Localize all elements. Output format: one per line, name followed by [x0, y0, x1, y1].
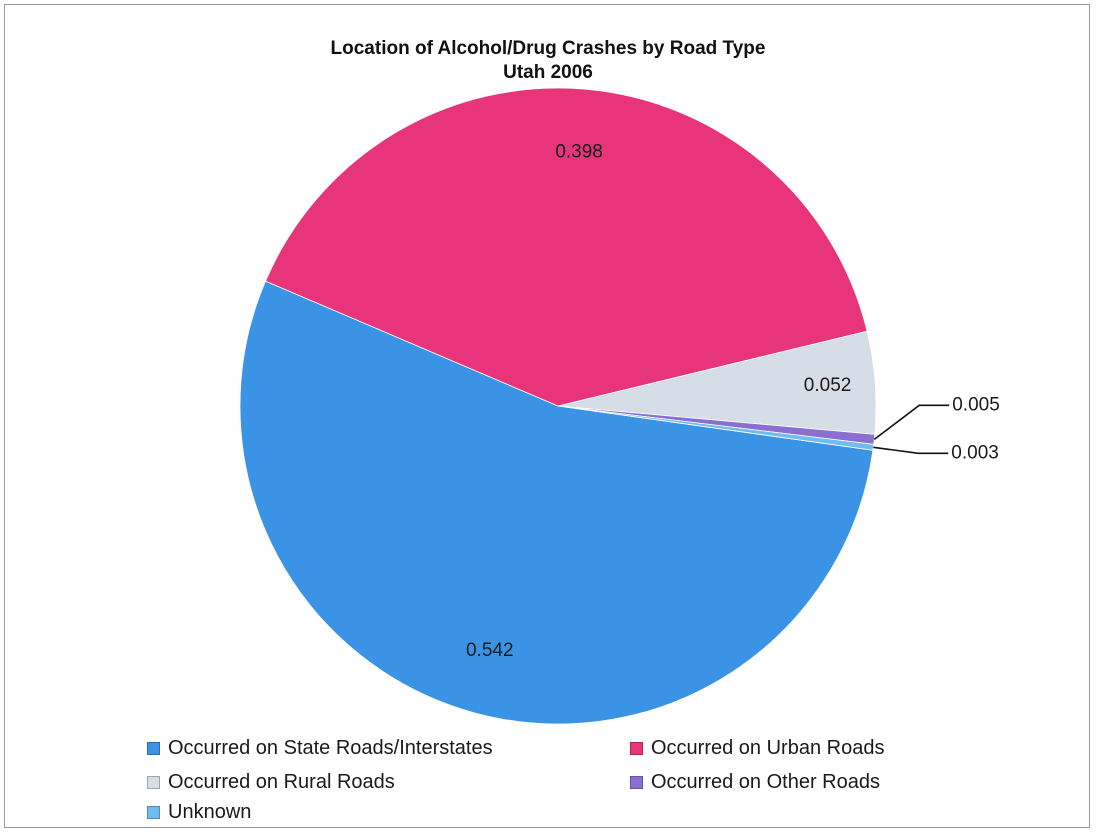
chart-subtitle: Utah 2006: [503, 62, 593, 83]
legend-item-other-roads[interactable]: Occurred on Other Roads: [630, 769, 880, 795]
legend: Occurred on State Roads/Interstates Occu…: [5, 5, 1091, 829]
legend-item-state-roads[interactable]: Occurred on State Roads/Interstates: [147, 735, 493, 761]
legend-label: Occurred on Rural Roads: [168, 770, 395, 793]
pie-slices: [239, 87, 877, 725]
legend-swatch: [147, 805, 160, 819]
legend-swatch: [630, 775, 643, 789]
legend-swatch: [147, 775, 160, 789]
legend-item-urban-roads[interactable]: Occurred on Urban Roads: [630, 735, 884, 761]
legend-label: Unknown: [168, 800, 252, 823]
legend-swatch: [630, 741, 643, 755]
legend-item-unknown[interactable]: Unknown: [147, 799, 251, 825]
leader-line-unknown: [873, 446, 949, 455]
leader-line-other-roads: [873, 404, 950, 440]
pie-slice-state-roads[interactable]: [239, 280, 874, 725]
data-label-rural-roads: 0.052: [804, 375, 852, 396]
pie-labels: 0.542 0.398 0.052 0.005 0.003: [466, 141, 1000, 661]
legend-label: Occurred on State Roads/Interstates: [168, 736, 493, 759]
chart-frame: Location of Alcohol/Drug Crashes by Road…: [4, 4, 1090, 828]
data-label-state-roads: 0.542: [466, 640, 514, 661]
legend-swatch: [147, 741, 160, 755]
legend-label: Occurred on Urban Roads: [651, 736, 885, 759]
data-label-other-roads: 0.005: [952, 394, 1000, 415]
legend-item-rural-roads[interactable]: Occurred on Rural Roads: [147, 769, 395, 795]
pie-slice-urban-roads[interactable]: [265, 87, 868, 407]
data-label-unknown: 0.003: [951, 442, 999, 463]
pie-slice-unknown[interactable]: [557, 405, 875, 451]
chart-title: Location of Alcohol/Drug Crashes by Road…: [330, 38, 766, 59]
legend-label: Occurred on Other Roads: [651, 770, 880, 793]
pie-chart: 0.542 0.398 0.052 0.005 0.003: [239, 87, 1000, 725]
data-label-urban-roads: 0.398: [555, 141, 603, 162]
